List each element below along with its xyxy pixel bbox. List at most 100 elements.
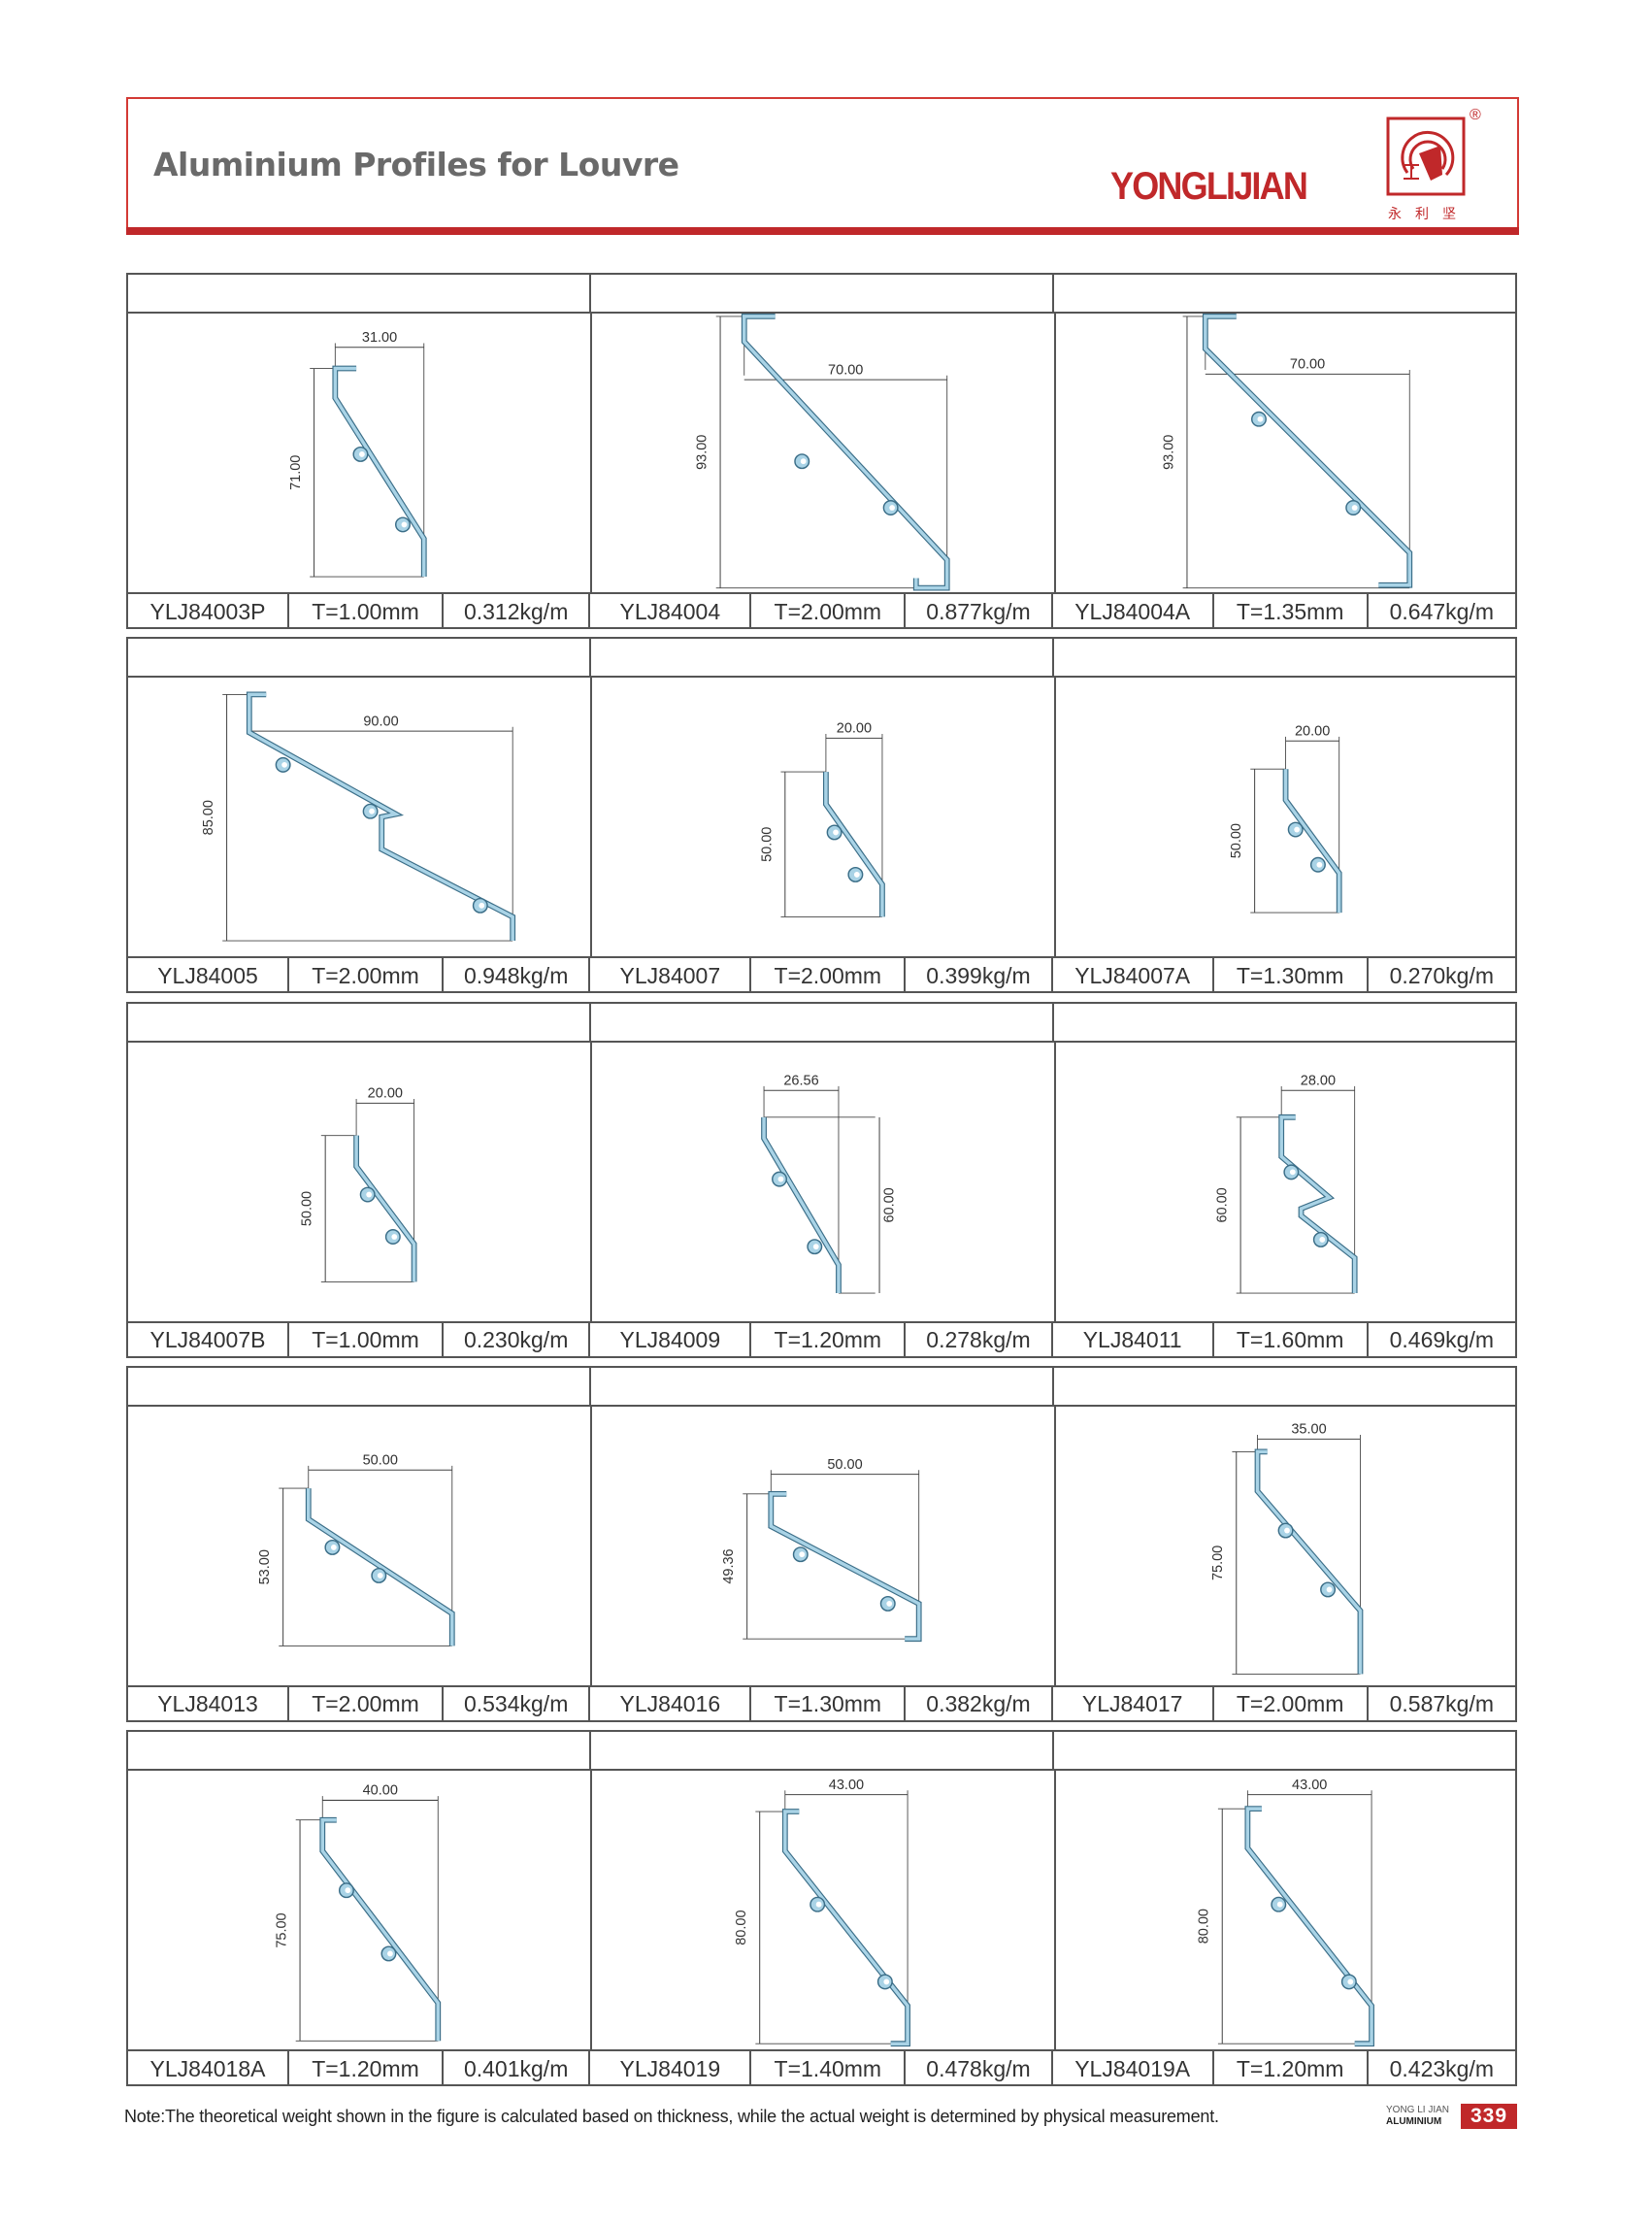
blank-header-row [128, 1003, 1515, 1043]
width-dimension: 20.00 [368, 1085, 403, 1101]
profile-drawing: 31.00 71.00 [128, 314, 592, 592]
height-dimension: 50.00 [759, 827, 775, 862]
profile-row: 50.00 53.00 50.00 49.36 35.00 75.0 [126, 1365, 1517, 1722]
width-dimension: 43.00 [1292, 1778, 1327, 1793]
profile-drawing: 70.00 93.00 [592, 314, 1056, 592]
profile-weight: 0.587kg/m [1389, 1691, 1495, 1717]
profile-label-row: YLJ84004A T=1.35mm 0.647kg/m [1053, 594, 1515, 629]
profile-label-row: YLJ84011 T=1.60mm 0.469kg/m [1053, 1322, 1515, 1358]
profile-drawing: 43.00 80.00 [592, 1771, 1056, 2050]
profile-label-row: YLJ84005 T=2.00mm 0.948kg/m [128, 958, 591, 994]
profile-code: YLJ84016 [590, 1686, 752, 1722]
hook-icon [359, 1186, 376, 1203]
profile-code: YLJ84009 [590, 1322, 752, 1358]
hook-icon [1312, 1231, 1329, 1247]
height-dimension: 80.00 [1197, 1909, 1212, 1944]
hook-icon [384, 1228, 401, 1245]
profile-thickness: T=2.00mm [289, 958, 444, 994]
profile-shape [332, 365, 427, 578]
height-dimension: 71.00 [288, 455, 304, 490]
width-dimension: 28.00 [1301, 1073, 1336, 1088]
profile-weight: 0.278kg/m [926, 1327, 1031, 1353]
profile-shape [353, 1135, 417, 1282]
profile-label-row: YLJ84009 T=1.20mm 0.278kg/m [590, 1322, 1053, 1358]
hook-icon [1283, 1163, 1300, 1180]
hook-icon [1309, 857, 1326, 874]
profile-shape [1254, 1448, 1364, 1675]
profile-thickness: T=2.00mm [751, 958, 907, 994]
profile-code: YLJ84004A [1053, 594, 1214, 629]
brand-name-chinese: 永利坚 [1388, 206, 1470, 221]
profile-label-row: YLJ84007 T=2.00mm 0.399kg/m [590, 958, 1053, 994]
profile-label-row: YLJ84007A T=1.30mm 0.270kg/m [1053, 958, 1515, 994]
badge-label: ALUMINIUM [1386, 2116, 1442, 2127]
profile-code: YLJ84011 [1053, 1322, 1214, 1358]
hook-icon [362, 804, 379, 819]
blank-header-row [128, 639, 1515, 679]
page-number: 339 [1461, 2104, 1517, 2129]
profile-drawing: 90.00 85.00 [128, 678, 592, 957]
hook-icon [1345, 500, 1362, 516]
profile-label-row: YLJ84019 T=1.40mm 0.478kg/m [590, 2051, 1053, 2087]
profile-drawing: 43.00 80.00 [1056, 1771, 1518, 2049]
hook-icon [807, 1238, 823, 1254]
width-dimension: 20.00 [837, 721, 872, 737]
profile-thickness: T=1.30mm [1214, 958, 1369, 994]
width-dimension: 20.00 [1295, 724, 1330, 740]
profile-code: YLJ84017 [1053, 1686, 1214, 1722]
profile-code: YLJ84019 [590, 2051, 752, 2087]
profile-code: YLJ84013 [128, 1686, 289, 1722]
profile-weight: 0.230kg/m [463, 1327, 569, 1353]
profile-code: YLJ84005 [128, 958, 289, 994]
profile-weight: 0.534kg/m [463, 1691, 569, 1717]
page-title: Aluminium Profiles for Louvre [153, 146, 679, 183]
width-dimension: 31.00 [362, 330, 397, 346]
profile-weight: 0.382kg/m [926, 1691, 1031, 1717]
header-red-bar [126, 227, 1519, 235]
height-dimension: 93.00 [695, 435, 710, 470]
profile-weight: 0.270kg/m [1389, 962, 1495, 988]
hook-icon [275, 757, 291, 774]
profile-drawing: 26.56 60.00 [592, 1042, 1056, 1321]
width-dimension: 26.56 [783, 1073, 818, 1088]
hook-icon [809, 1896, 826, 1912]
profile-code: YLJ84007A [1053, 958, 1214, 994]
hook-icon [338, 1882, 354, 1899]
profile-drawing: 70.00 93.00 [1056, 314, 1518, 592]
profile-thickness: T=1.20mm [751, 1322, 907, 1358]
hook-icon [826, 824, 843, 841]
profile-weight: 0.647kg/m [1389, 598, 1495, 624]
profile-drawing: 28.00 60.00 [1056, 1043, 1518, 1321]
profile-code: YLJ84007B [128, 1322, 289, 1358]
height-dimension: 53.00 [257, 1549, 273, 1584]
profile-label-row: YLJ84013 T=2.00mm 0.534kg/m [128, 1686, 591, 1722]
profile-weight: 0.312kg/m [463, 598, 569, 624]
blank-header-row [128, 1367, 1515, 1407]
width-dimension: 35.00 [1291, 1421, 1326, 1437]
profile-code: YLJ84019A [1053, 2051, 1214, 2087]
hook-icon [395, 516, 411, 533]
profile-label-row: YLJ84003P T=1.00mm 0.312kg/m [128, 594, 591, 629]
profile-row: 90.00 85.00 20.00 50.00 20.00 50.0 [126, 637, 1517, 994]
height-dimension: 85.00 [201, 800, 216, 835]
width-dimension: 70.00 [828, 362, 863, 378]
profile-thickness: T=1.40mm [751, 2051, 907, 2087]
hook-icon [847, 867, 864, 883]
height-dimension: 75.00 [1210, 1546, 1226, 1580]
profile-thickness: T=2.00mm [289, 1686, 444, 1722]
brand-name: YONGLIJIAN [1110, 165, 1308, 208]
width-dimension: 90.00 [363, 715, 398, 730]
profile-code: YLJ84018A [128, 2051, 289, 2087]
profile-code: YLJ84007 [590, 958, 752, 994]
profile-row: 20.00 50.00 26.56 60.00 28.00 60.0 [126, 1001, 1518, 1358]
hook-icon [794, 453, 810, 470]
hook-icon [1320, 1581, 1337, 1598]
blank-header-row [128, 275, 1515, 314]
width-dimension: 40.00 [363, 1783, 398, 1799]
profile-row: 40.00 75.00 43.00 80.00 43.00 80.0 [126, 1730, 1518, 2087]
profile-shape [1278, 1114, 1358, 1293]
hook-icon [1271, 1896, 1287, 1912]
profile-drawing: 50.00 53.00 [128, 1406, 592, 1685]
profile-weight: 0.423kg/m [1389, 2055, 1495, 2081]
height-dimension: 60.00 [1215, 1187, 1231, 1222]
